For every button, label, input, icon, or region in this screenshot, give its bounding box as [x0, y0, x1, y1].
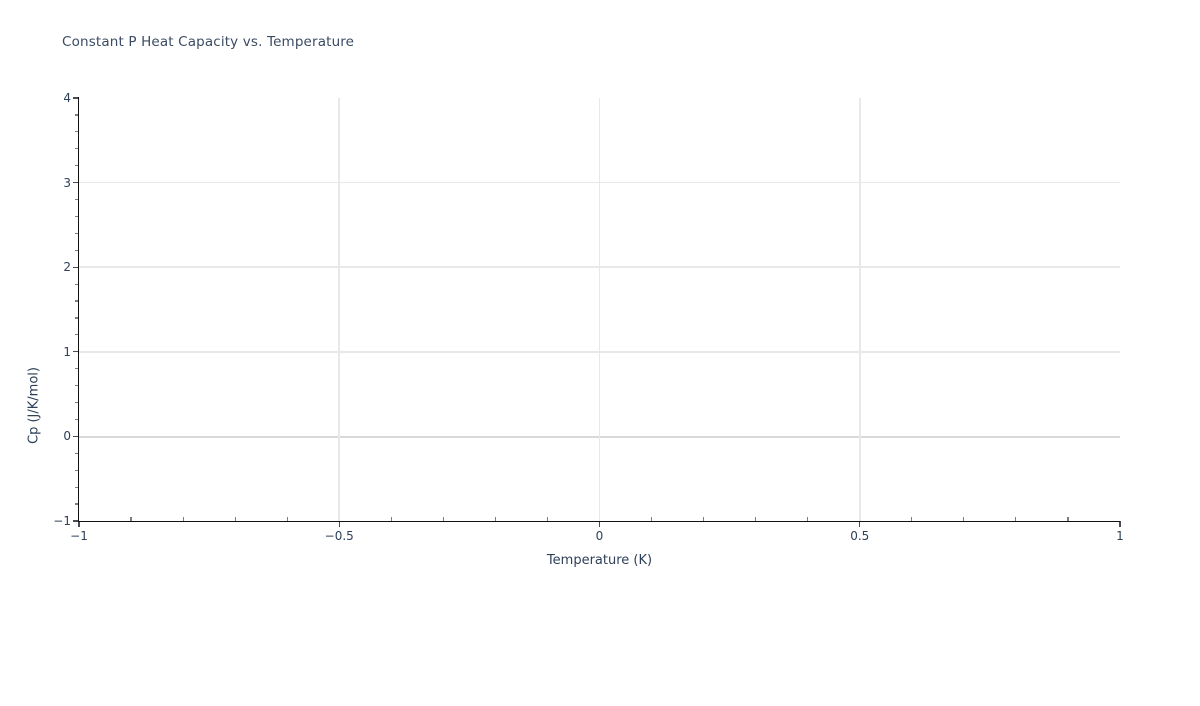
x-tick-major	[1119, 521, 1121, 527]
y-tick-label: 3	[63, 175, 71, 190]
x-tick-minor	[807, 517, 809, 521]
y-axis-label-wrapper: Cp (J/K/mol)	[24, 98, 42, 521]
y-tick-minor	[75, 418, 79, 421]
x-tick-major	[78, 521, 80, 527]
x-tick-minor	[546, 517, 549, 521]
y-tick-label: 1	[63, 344, 71, 359]
y-axis-spine	[78, 97, 80, 521]
x-tick-minor	[1015, 517, 1017, 521]
gridline-vertical	[598, 98, 601, 521]
x-tick-label: 0.5	[850, 529, 870, 543]
x-tick-major	[859, 521, 861, 527]
y-tick-minor	[75, 334, 79, 336]
y-tick-label: 2	[63, 260, 71, 275]
y-axis-label: Cp (J/K/mol)	[26, 367, 42, 444]
x-tick-minor	[390, 517, 392, 521]
x-tick-minor	[911, 517, 913, 521]
y-tick-minor	[75, 131, 79, 133]
x-tick-minor	[494, 517, 496, 521]
chart-title: Constant P Heat Capacity vs. Temperature	[62, 34, 355, 50]
y-tick-minor	[75, 469, 79, 471]
y-tick-minor	[75, 385, 79, 387]
x-tick-label: 0	[595, 529, 604, 543]
y-tick-label: 4	[63, 91, 71, 105]
plot-area[interactable]: −1 0 1 2 3 4 −1 −0.5 0 0.5 1	[53, 91, 1124, 543]
x-axis-spine	[78, 521, 1120, 523]
x-tick-minor	[130, 517, 132, 521]
y-tick-label: −1	[53, 514, 71, 528]
x-tick-minor	[963, 517, 965, 521]
x-tick-minor	[703, 517, 705, 521]
chart-figure: Constant P Heat Capacity vs. Temperature…	[24, 34, 1124, 568]
y-tick-major	[73, 97, 79, 99]
x-tick-minor	[234, 517, 236, 521]
y-tick-minor	[75, 148, 79, 150]
y-tick-minor	[75, 232, 79, 234]
y-tick-minor	[75, 114, 79, 116]
y-tick-minor	[75, 249, 79, 251]
gridline-vertical	[858, 98, 861, 521]
y-tick-label: 0	[63, 429, 71, 444]
y-tick-minor	[75, 283, 79, 285]
y-tick-major	[73, 351, 79, 353]
x-tick-minor	[1067, 517, 1069, 521]
x-tick-label: −1	[70, 529, 88, 543]
gridline-vertical	[338, 98, 341, 521]
x-tick-major	[338, 521, 340, 527]
x-tick-minor	[442, 517, 444, 521]
y-tick-major	[73, 181, 79, 184]
y-tick-minor	[75, 215, 79, 218]
y-tick-major	[73, 435, 79, 438]
x-tick-label: −0.5	[324, 529, 354, 543]
y-tick-minor	[75, 503, 79, 505]
y-tick-minor	[75, 300, 79, 302]
y-tick-minor	[75, 317, 79, 319]
x-tick-minor	[182, 517, 184, 521]
x-tick-minor	[286, 517, 288, 521]
y-tick-major	[73, 520, 79, 522]
x-axis-label: Temperature (K)	[546, 553, 653, 568]
y-tick-minor	[75, 401, 79, 404]
y-tick-minor	[75, 486, 79, 488]
x-tick-minor	[650, 517, 653, 521]
y-tick-minor	[75, 198, 79, 201]
x-tick-major	[598, 521, 601, 527]
x-tick-label: 1	[1116, 529, 1124, 543]
y-tick-minor	[75, 368, 79, 370]
y-tick-minor	[75, 165, 79, 167]
y-tick-major	[73, 266, 79, 268]
y-tick-minor	[75, 452, 79, 454]
x-tick-minor	[755, 517, 757, 521]
